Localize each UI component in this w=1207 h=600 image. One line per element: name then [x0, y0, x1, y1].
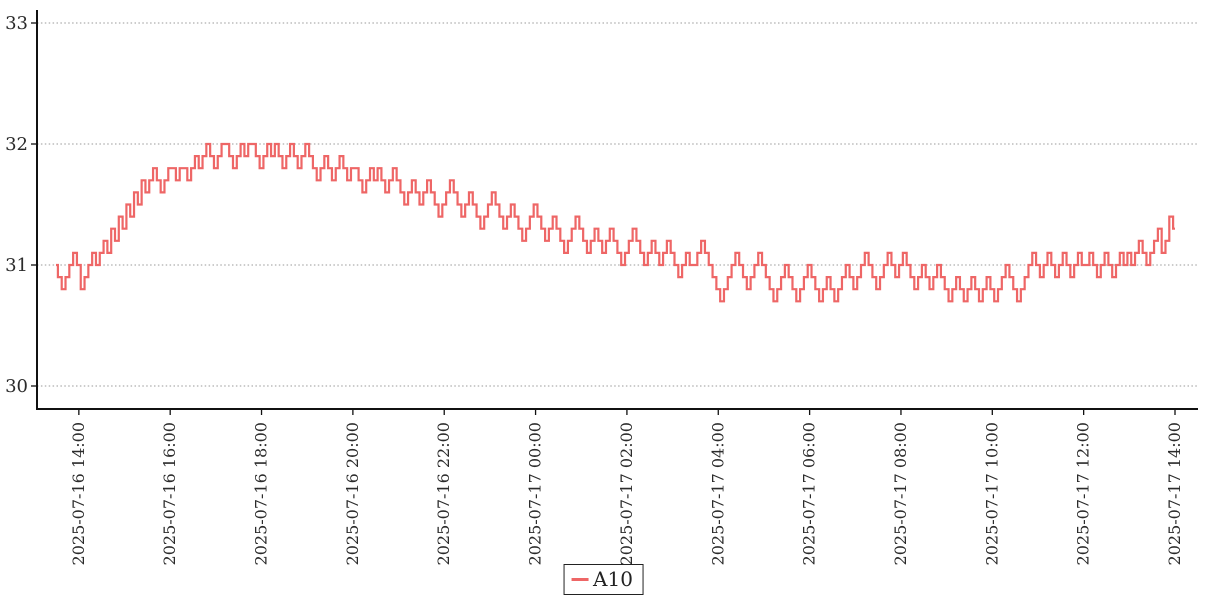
- x-tick-label: 2025-07-17 10:00: [982, 422, 1001, 565]
- x-tick-label: 2025-07-17 02:00: [617, 422, 636, 565]
- x-tick-label: 2025-07-17 06:00: [800, 422, 819, 565]
- x-tick-label: 2025-07-17 12:00: [1074, 422, 1093, 565]
- x-tick-label: 2025-07-16 20:00: [343, 422, 362, 565]
- y-tick-label: 31: [5, 255, 28, 276]
- x-tick-label: 2025-07-17 04:00: [708, 422, 727, 565]
- x-tick-label: 2025-07-16 22:00: [434, 422, 453, 565]
- x-tick-label: 2025-07-17 00:00: [526, 422, 545, 565]
- x-tick-label: 2025-07-17 08:00: [891, 422, 910, 565]
- legend-line-marker: [571, 577, 589, 581]
- legend: A10: [563, 564, 644, 595]
- x-tick-label: 2025-07-16 14:00: [69, 422, 88, 565]
- x-tick-label: 2025-07-16 16:00: [160, 422, 179, 565]
- y-tick-label: 33: [5, 13, 28, 34]
- y-tick-label: 30: [5, 376, 28, 397]
- x-tick-label: 2025-07-17 14:00: [1165, 422, 1184, 565]
- series-line-A10: [56, 142, 1175, 303]
- legend-series-label: A10: [593, 567, 633, 591]
- x-tick-label: 2025-07-16 18:00: [252, 422, 271, 565]
- y-tick-label: 32: [5, 134, 28, 155]
